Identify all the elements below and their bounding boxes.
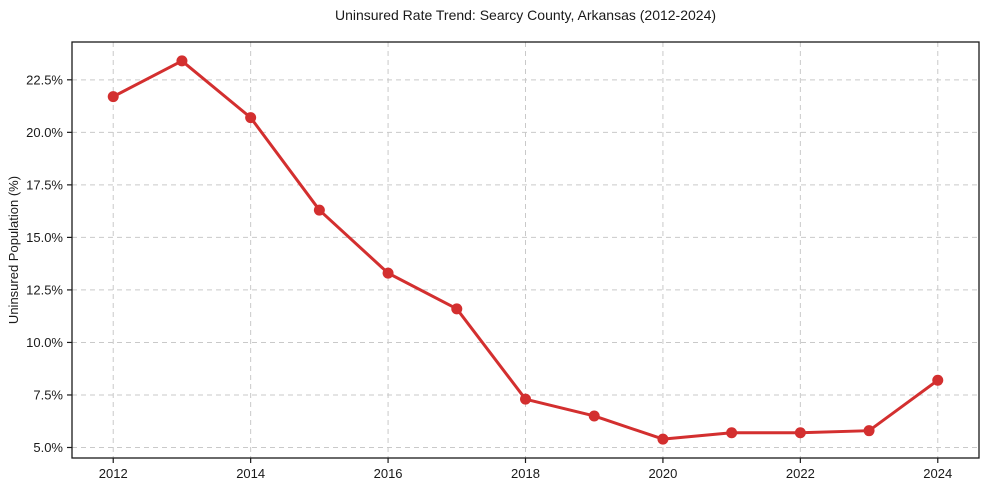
x-tick-label: 2014: [236, 466, 265, 481]
data-point-2019: [588, 410, 600, 422]
data-point-2013: [176, 55, 188, 67]
x-tick-label: 2022: [786, 466, 815, 481]
data-point-2018: [520, 393, 531, 405]
data-point-2012: [107, 91, 119, 103]
y-axis-title: Uninsured Population (%): [6, 176, 21, 324]
y-tick-label: 12.5%: [26, 282, 63, 297]
data-point-2023: [863, 425, 875, 437]
chart-title: Uninsured Rate Trend: Searcy County, Ark…: [334, 7, 717, 23]
data-point-2017: [451, 303, 463, 315]
x-tick-label: 2016: [374, 466, 403, 481]
data-point-2016: [382, 267, 394, 279]
y-tick-label: 5.0%: [33, 440, 63, 455]
x-tick-label: 2018: [511, 466, 540, 481]
y-tick-label: 7.5%: [33, 387, 63, 402]
y-tick-label: 20.0%: [26, 125, 63, 140]
data-point-2020: [657, 433, 669, 445]
y-tick-label: 15.0%: [26, 230, 63, 245]
data-point-2015: [313, 204, 325, 216]
data-point-2022: [794, 427, 806, 439]
x-tick-label: 2012: [99, 466, 128, 481]
x-tick-label: 2024: [923, 466, 952, 481]
y-tick-label: 22.5%: [26, 72, 63, 87]
y-tick-label: 10.0%: [26, 335, 63, 350]
y-tick-label: 17.5%: [26, 177, 63, 192]
data-point-2021: [726, 427, 738, 439]
data-point-2024: [932, 374, 944, 386]
x-tick-label: 2020: [648, 466, 677, 481]
data-point-2014: [245, 112, 257, 124]
